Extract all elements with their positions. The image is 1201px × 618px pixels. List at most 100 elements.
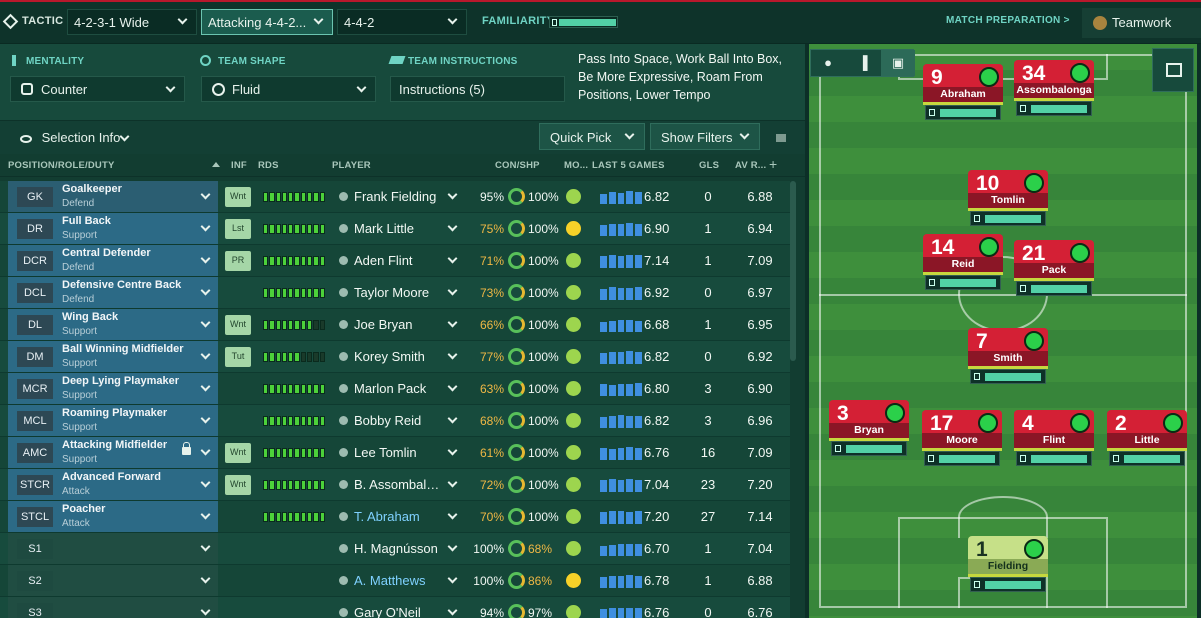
col-av-rating[interactable]: AV R...	[735, 160, 767, 171]
position-role-cell[interactable]: STCR Advanced Forward Attack	[8, 469, 218, 500]
player-name[interactable]: Bobby Reid	[354, 413, 422, 428]
chevron-down-icon[interactable]	[200, 573, 211, 584]
chevron-down-icon[interactable]	[447, 445, 458, 456]
tactic-slot-1[interactable]: 4-2-3-1 Wide	[67, 9, 197, 35]
position-role-cell[interactable]: DCR Central Defender Defend	[8, 245, 218, 276]
info-icon[interactable]	[339, 416, 348, 425]
chevron-down-icon[interactable]	[200, 285, 211, 296]
tactic-slot-2[interactable]: Attacking 4-4-2...	[201, 9, 333, 35]
table-row[interactable]: DCR Central Defender Defend PR Aden Flin…	[0, 245, 790, 277]
position-role-cell[interactable]: S1	[8, 533, 218, 564]
col-morale[interactable]: MO...	[564, 160, 589, 171]
player-name[interactable]: A. Matthews	[354, 573, 426, 588]
chevron-down-icon[interactable]	[200, 349, 211, 360]
chevron-down-icon[interactable]	[200, 445, 211, 456]
chevron-down-icon[interactable]	[200, 221, 211, 232]
chevron-down-icon[interactable]	[447, 413, 458, 424]
mentality-dropdown[interactable]: Counter	[10, 76, 185, 102]
player-card[interactable]: 7 Smith	[968, 328, 1048, 385]
table-row[interactable]: STCR Advanced Forward Attack Wnt B. Asso…	[0, 469, 790, 501]
chevron-down-icon[interactable]	[447, 317, 458, 328]
player-card[interactable]: 2 Little	[1107, 410, 1187, 467]
chevron-down-icon[interactable]	[200, 477, 211, 488]
tactic-slot-3[interactable]: 4-4-2	[337, 9, 467, 35]
info-icon[interactable]	[339, 512, 348, 521]
player-name[interactable]: Lee Tomlin	[354, 445, 417, 460]
position-role-cell[interactable]: STCL Poacher Attack	[8, 501, 218, 532]
player-name[interactable]: Korey Smith	[354, 349, 425, 364]
chevron-down-icon[interactable]	[200, 253, 211, 264]
info-icon[interactable]	[339, 480, 348, 489]
familiarity-bar[interactable]	[549, 16, 618, 28]
chevron-down-icon[interactable]	[447, 541, 458, 552]
chevron-down-icon[interactable]	[200, 189, 211, 200]
info-icon[interactable]	[339, 608, 348, 617]
lock-icon[interactable]	[182, 442, 191, 455]
formation-view-button[interactable]: ▣	[881, 50, 915, 76]
player-card[interactable]: 14 Reid	[923, 234, 1003, 291]
lock-icon[interactable]	[776, 134, 786, 142]
info-icon[interactable]	[339, 448, 348, 457]
col-inf[interactable]: INF	[231, 160, 247, 171]
player-name[interactable]: Joe Bryan	[354, 317, 413, 332]
position-role-cell[interactable]: MCR Deep Lying Playmaker Support	[8, 373, 218, 404]
player-name[interactable]: Aden Flint	[354, 253, 413, 268]
player-name[interactable]: H. Magnússon	[354, 541, 438, 556]
info-icon[interactable]	[339, 576, 348, 585]
chevron-down-icon[interactable]	[447, 221, 458, 232]
player-card[interactable]: 3 Bryan	[829, 400, 909, 457]
player-name[interactable]: T. Abraham	[354, 509, 420, 524]
info-icon[interactable]	[339, 544, 348, 553]
player-name[interactable]: Frank Fielding	[354, 189, 437, 204]
position-role-cell[interactable]: DM Ball Winning Midfielder Support	[8, 341, 218, 372]
col-goals[interactable]: GLS	[699, 160, 720, 171]
col-con-shp[interactable]: CON/SHP	[495, 160, 540, 171]
match-preparation-link[interactable]: MATCH PREPARATION >	[946, 15, 1070, 26]
player-name[interactable]: Marlon Pack	[354, 381, 427, 396]
position-role-cell[interactable]: S2	[8, 565, 218, 596]
table-row[interactable]: S2 A. Matthews 100% 86% 6.78 1 6.88	[0, 565, 790, 597]
chevron-down-icon[interactable]	[200, 317, 211, 328]
info-icon[interactable]	[339, 352, 348, 361]
table-row[interactable]: DM Ball Winning Midfielder Support Tut K…	[0, 341, 790, 373]
table-row[interactable]: STCL Poacher Attack T. Abraham 70% 100% …	[0, 501, 790, 533]
chevron-down-icon[interactable]	[447, 381, 458, 392]
player-name[interactable]: B. Assombalo...	[354, 477, 444, 492]
position-role-cell[interactable]: GK Goalkeeper Defend	[8, 181, 218, 212]
collapse-panel-button[interactable]	[1152, 48, 1194, 92]
team-instructions-button[interactable]: Instructions (5)	[390, 76, 565, 102]
add-column-icon[interactable]: +	[769, 156, 778, 172]
col-position[interactable]: POSITION/ROLE/DUTY	[8, 160, 115, 171]
table-row[interactable]: S3 Gary O'Neil 94% 97% 6.76 0 6.76	[0, 597, 790, 618]
player-card[interactable]: 17 Moore	[922, 410, 1002, 467]
table-row[interactable]: GK Goalkeeper Defend Wnt Frank Fielding …	[0, 181, 790, 213]
info-icon[interactable]	[339, 224, 348, 233]
chevron-down-icon[interactable]	[447, 573, 458, 584]
col-rds[interactable]: RDS	[258, 160, 279, 171]
position-role-cell[interactable]: DR Full Back Support	[8, 213, 218, 244]
position-role-cell[interactable]: DL Wing Back Support	[8, 309, 218, 340]
col-player[interactable]: PLAYER	[332, 160, 371, 171]
table-row[interactable]: MCL Roaming Playmaker Support Bobby Reid…	[0, 405, 790, 437]
info-icon[interactable]	[339, 256, 348, 265]
chevron-down-icon[interactable]	[200, 541, 211, 552]
chevron-down-icon[interactable]	[447, 477, 458, 488]
col-last-5[interactable]: LAST 5 GAMES	[592, 160, 665, 171]
player-name[interactable]: Mark Little	[354, 221, 414, 236]
chevron-down-icon[interactable]	[200, 381, 211, 392]
table-row[interactable]: DL Wing Back Support Wnt Joe Bryan 66% 1…	[0, 309, 790, 341]
table-row[interactable]: S1 H. Magnússon 100% 68% 6.70 1 7.04	[0, 533, 790, 565]
show-filters-button[interactable]: Show Filters	[650, 123, 760, 150]
stats-view-button[interactable]: ▐	[858, 55, 868, 70]
selection-info-toggle[interactable]: Selection Info	[20, 130, 130, 148]
player-name[interactable]: Taylor Moore	[354, 285, 430, 300]
player-card[interactable]: 9 Abraham	[923, 64, 1003, 121]
player-card[interactable]: 1 Fielding	[968, 536, 1048, 593]
chevron-down-icon[interactable]	[200, 413, 211, 424]
chevron-down-icon[interactable]	[200, 605, 211, 616]
chevron-down-icon[interactable]	[447, 189, 458, 200]
chevron-down-icon[interactable]	[200, 509, 211, 520]
table-row[interactable]: DR Full Back Support Lst Mark Little 75%…	[0, 213, 790, 245]
position-role-cell[interactable]: DCL Defensive Centre Back Defend	[8, 277, 218, 308]
table-row[interactable]: MCR Deep Lying Playmaker Support Marlon …	[0, 373, 790, 405]
